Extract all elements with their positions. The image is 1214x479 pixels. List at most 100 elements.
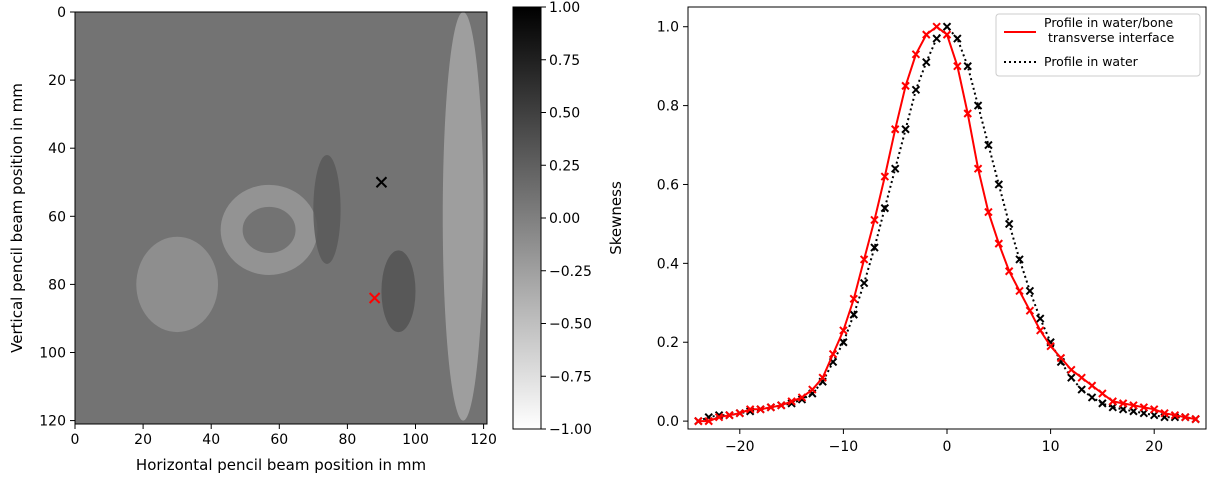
series-1-point bbox=[1077, 385, 1086, 394]
colorbar-tick-label: 1.00 bbox=[549, 0, 580, 16]
heatmap-x-tick-label: 40 bbox=[202, 432, 220, 448]
heatmap-y-tick-label: 20 bbox=[48, 73, 66, 89]
series-0-point bbox=[911, 50, 921, 59]
colorbar: 1.00 0.75 0.50 0.25 0.00 −0.25 −0.50 −0.75 −1.00… bbox=[512, 0, 625, 438]
heatmap-x-tick-label: 120 bbox=[470, 432, 497, 448]
series-0-point bbox=[1015, 286, 1024, 296]
series-0-point bbox=[984, 207, 993, 217]
series-0-point bbox=[704, 416, 713, 426]
series-1-point bbox=[870, 243, 879, 252]
colorbar-ticks: 1.00 0.75 0.50 0.25 0.00 −0.25 −0.50 −0.75 −1.00 bbox=[541, 0, 592, 438]
series-1-point bbox=[1036, 314, 1045, 323]
heatmap-y-ticks: 0 20 40 60 80 100 120 bbox=[39, 5, 75, 430]
colorbar-tick-label: −1.00 bbox=[549, 422, 592, 438]
series-1-point bbox=[911, 85, 921, 95]
series-1-point bbox=[942, 22, 952, 31]
series-0-point bbox=[890, 125, 900, 134]
colorbar-tick-label: 0.50 bbox=[549, 106, 580, 122]
series-0-point bbox=[725, 410, 734, 420]
line-y-tick-label: 0.8 bbox=[657, 99, 679, 115]
line-x-tick-label: 20 bbox=[1145, 439, 1163, 455]
colorbar-tick-label: −0.25 bbox=[549, 264, 592, 280]
series-0-line bbox=[698, 25, 1196, 423]
profile-line-chart: −20 −10 0 10 20 0.0 0.2 0.4 0.6 0.8 1.0 Profile i… bbox=[657, 6, 1207, 455]
legend-box bbox=[995, 13, 1201, 77]
series-1-point bbox=[953, 34, 962, 43]
series-1-point bbox=[890, 164, 900, 173]
colorbar-tick-label: −0.50 bbox=[549, 317, 592, 333]
heatmap-y-tick-label: 100 bbox=[39, 345, 66, 361]
series-1-point bbox=[901, 125, 910, 134]
series-1-point bbox=[1015, 255, 1024, 264]
line-x-tick-label: 0 bbox=[943, 439, 952, 455]
line-x-tick-label: 10 bbox=[1042, 439, 1060, 455]
heatmap-feature-arc-2 bbox=[313, 155, 341, 264]
series-1-point bbox=[994, 180, 1004, 189]
series-1-point bbox=[932, 34, 941, 43]
legend-label-water: Profile in water bbox=[1044, 54, 1139, 69]
series-0-point bbox=[963, 109, 972, 118]
series-0-point bbox=[1098, 389, 1107, 398]
series-1-point bbox=[1067, 373, 1076, 382]
series-1-point bbox=[797, 395, 807, 404]
series-0-point bbox=[745, 405, 755, 414]
heatmap-y-tick-label: 80 bbox=[48, 277, 66, 293]
series-0-point bbox=[1056, 353, 1066, 363]
line-y-tick-label: 0.6 bbox=[657, 177, 679, 193]
series-1-point bbox=[984, 140, 993, 150]
series-0-point bbox=[994, 239, 1004, 248]
line-y-tick-label: 0.2 bbox=[657, 335, 679, 351]
series-0-point bbox=[777, 401, 786, 410]
series-1 bbox=[694, 22, 1200, 426]
series-0 bbox=[694, 22, 1200, 426]
heatmap-x-tick-label: 20 bbox=[134, 432, 152, 448]
series-0-point bbox=[973, 164, 983, 173]
series-1-point bbox=[1004, 219, 1014, 229]
series-0-point bbox=[1036, 326, 1045, 335]
series-1-point bbox=[859, 278, 869, 288]
heatmap-image-background bbox=[75, 12, 487, 424]
series-0-point bbox=[849, 294, 858, 304]
line-y-tick-label: 0.0 bbox=[657, 414, 679, 430]
series-0-point bbox=[808, 385, 817, 394]
heatmap-frame bbox=[74, 11, 488, 425]
line-chart-x-ticks: −20 −10 0 10 20 bbox=[725, 429, 1163, 455]
colorbar-tick-label: 0.75 bbox=[549, 53, 580, 69]
heatmap-y-tick-label: 40 bbox=[48, 141, 66, 157]
series-0-point bbox=[1087, 381, 1097, 390]
series-0-point bbox=[880, 172, 890, 181]
colorbar-label: Skewness bbox=[607, 181, 625, 255]
series-0-point bbox=[1191, 414, 1200, 424]
series-0-point bbox=[1108, 397, 1117, 406]
colorbar-gradient bbox=[512, 6, 542, 430]
series-0-point bbox=[1046, 341, 1055, 351]
line-chart-series bbox=[694, 22, 1200, 426]
series-1-point bbox=[839, 338, 848, 347]
line-y-tick-label: 1.0 bbox=[657, 20, 679, 36]
heatmap-x-tick-label: 100 bbox=[402, 432, 429, 448]
series-0-point bbox=[1004, 267, 1014, 276]
heatmap-marker-0 bbox=[375, 176, 388, 188]
series-0-point bbox=[870, 215, 879, 225]
legend-label-water-bone: Profile in water/bone transverse interfa… bbox=[1044, 15, 1175, 45]
series-0-point bbox=[1139, 403, 1149, 412]
series-0-point bbox=[953, 61, 962, 71]
series-1-point bbox=[880, 203, 890, 213]
heatmap-y-tick-label: 120 bbox=[39, 414, 66, 430]
heatmap-x-tick-label: 0 bbox=[71, 432, 80, 448]
series-0-point bbox=[1118, 399, 1128, 408]
series-0-point bbox=[901, 81, 910, 91]
heatmap-feature-ring-1 bbox=[220, 184, 318, 275]
heatmap-feature-band-4 bbox=[442, 12, 484, 421]
heatmap-x-tick-label: 60 bbox=[270, 432, 288, 448]
series-0-point bbox=[839, 326, 848, 335]
heatmap-feature-ellipse-0 bbox=[136, 236, 219, 333]
series-0-point bbox=[828, 349, 838, 359]
series-0-point bbox=[942, 30, 952, 39]
series-0-point bbox=[859, 255, 869, 264]
heatmap-y-tick-label: 60 bbox=[48, 209, 66, 225]
series-0-point bbox=[922, 30, 931, 39]
series-0-point bbox=[714, 412, 724, 422]
legend: Profile in water/bone transverse interfa… bbox=[995, 13, 1201, 77]
